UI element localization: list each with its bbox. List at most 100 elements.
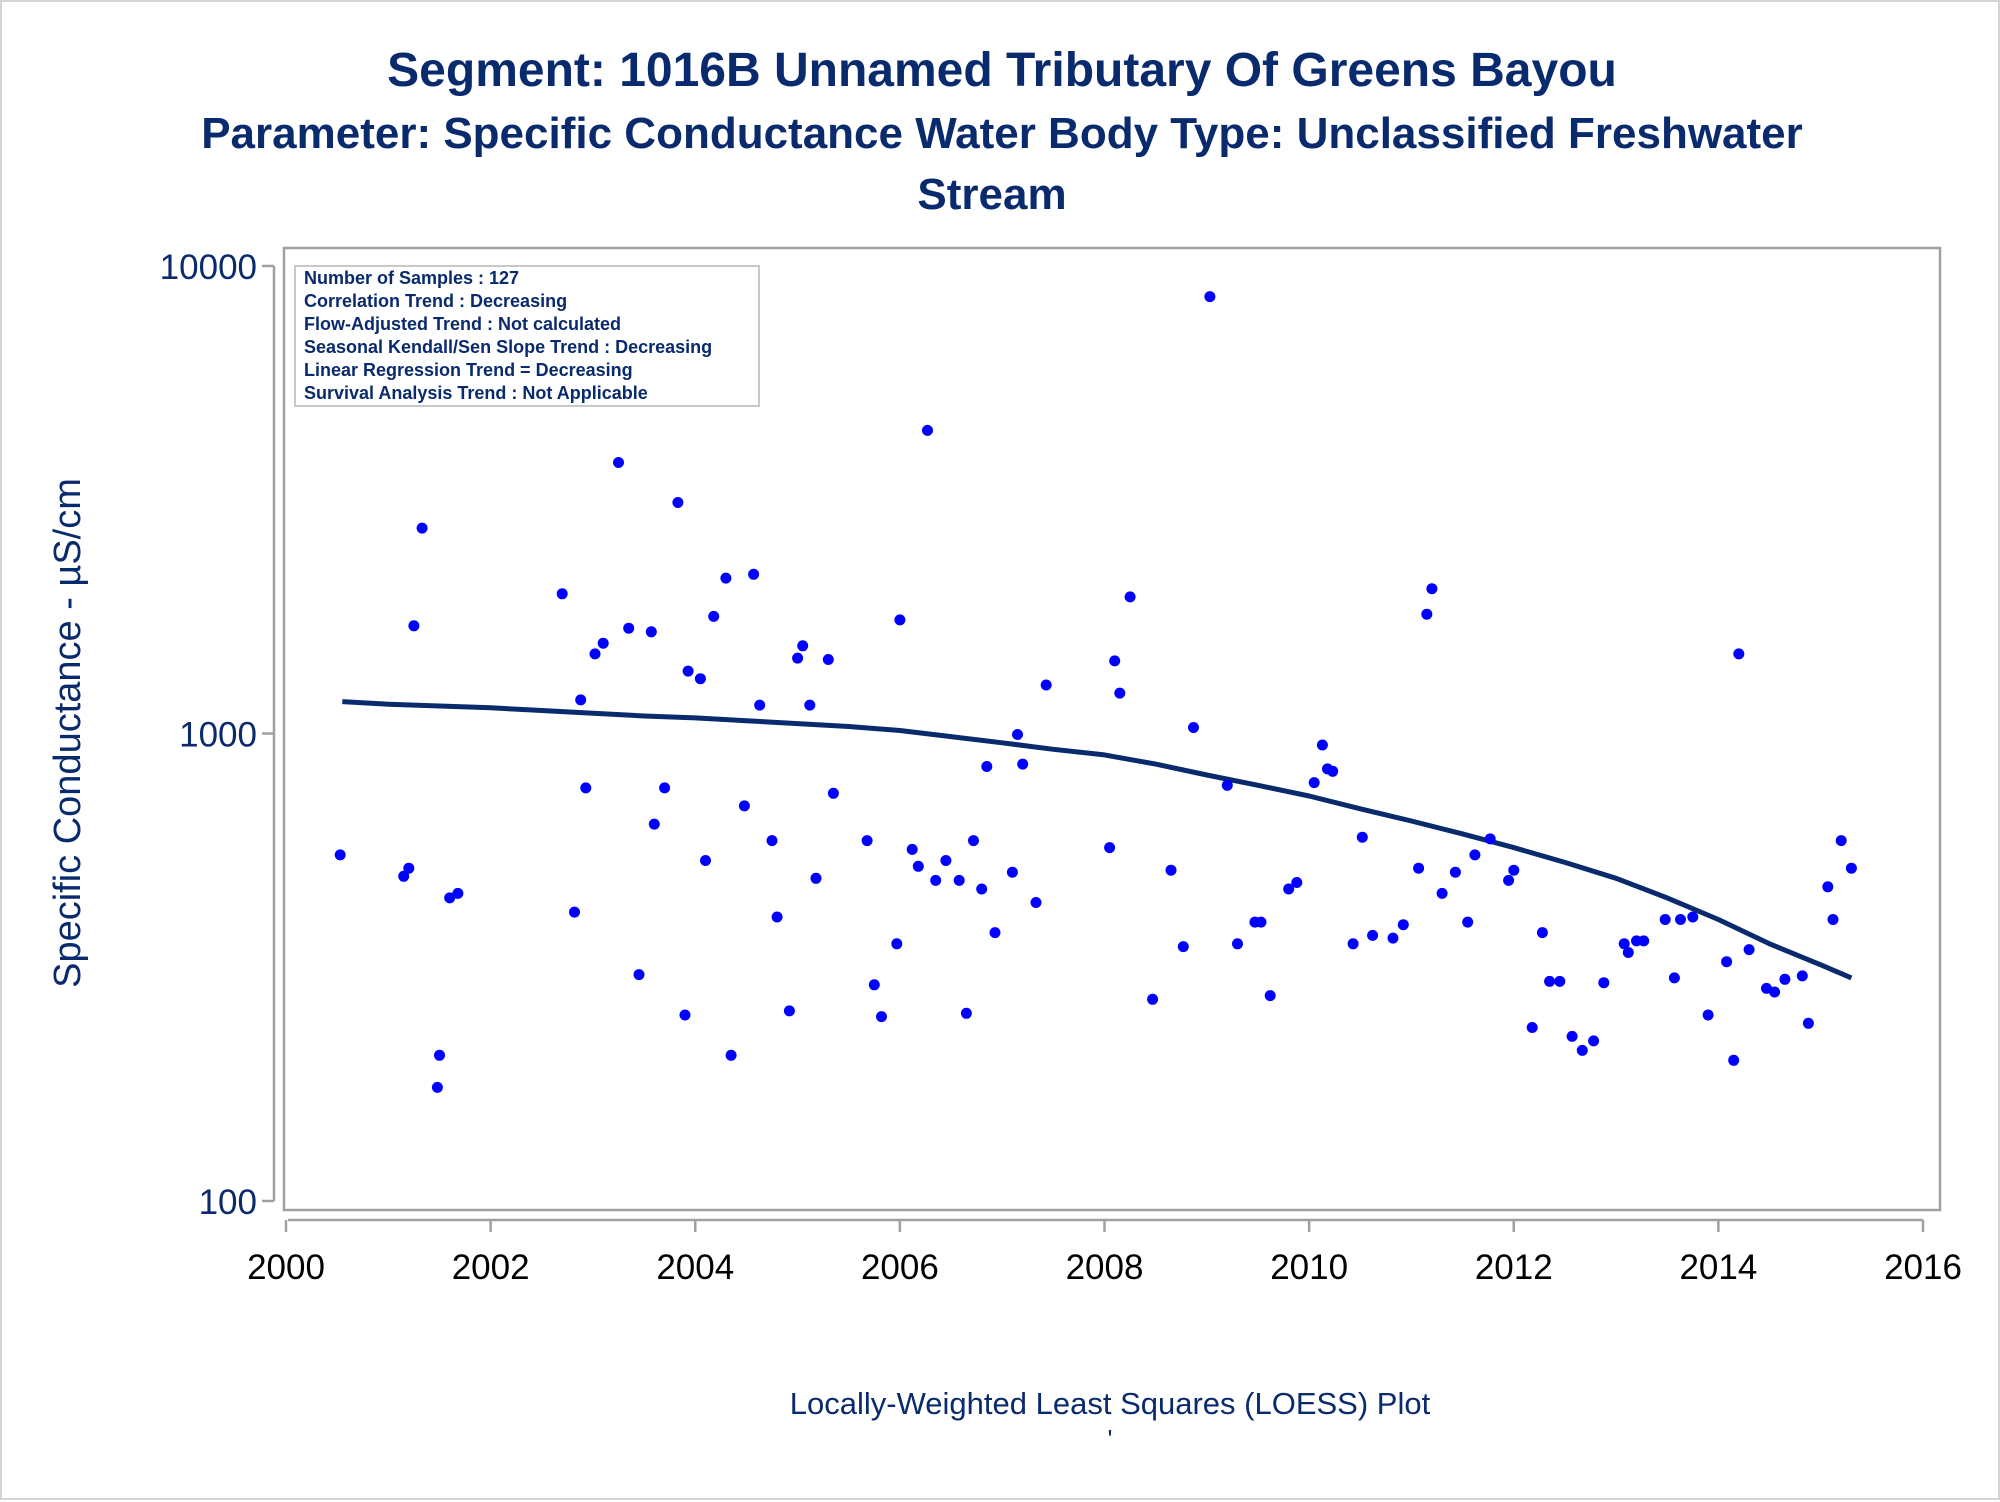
data-point — [940, 855, 952, 866]
data-point — [648, 818, 660, 830]
data-point — [1109, 655, 1121, 667]
data-point — [1188, 722, 1199, 733]
x-tick-label: 2016 — [1884, 1248, 1962, 1287]
y-axis-label: Specific Conductance - µS/cm — [47, 478, 89, 988]
data-point — [1030, 897, 1042, 908]
data-point — [403, 862, 415, 874]
data-point — [1012, 729, 1023, 740]
data-point — [810, 872, 822, 884]
data-point — [1659, 914, 1671, 925]
data-point — [452, 887, 464, 899]
y-tick-label: 1000 — [179, 716, 257, 755]
y-tick-label: 10000 — [160, 248, 257, 287]
data-point — [1177, 941, 1189, 953]
data-point — [1822, 881, 1834, 893]
data-point — [444, 892, 456, 904]
data-point — [334, 849, 346, 861]
data-point — [682, 665, 694, 677]
data-point — [1387, 932, 1399, 944]
data-point — [1835, 835, 1847, 847]
data-point — [894, 614, 906, 626]
data-point — [556, 588, 568, 600]
data-point — [1221, 779, 1233, 791]
data-point — [708, 610, 720, 622]
data-point — [416, 522, 428, 534]
stats-line: Number of Samples : 127 — [304, 268, 519, 288]
data-point — [1449, 866, 1461, 878]
data-point — [868, 979, 880, 991]
data-point — [1104, 842, 1116, 854]
data-point — [1255, 916, 1267, 928]
data-point — [748, 568, 760, 580]
data-point — [1769, 986, 1781, 998]
chart-title-line3: Stream — [917, 170, 1066, 219]
data-point — [1204, 291, 1216, 303]
data-point — [1040, 679, 1052, 691]
data-point — [725, 1049, 737, 1061]
data-point — [1327, 765, 1339, 777]
stats-line: Survival Analysis Trend : Not Applicable — [304, 383, 648, 403]
data-point — [1638, 935, 1650, 947]
data-point — [960, 1007, 972, 1019]
data-point — [1347, 938, 1359, 950]
data-point — [1508, 864, 1520, 876]
data-point — [1316, 739, 1328, 751]
data-point — [1802, 1017, 1814, 1029]
data-point — [408, 620, 420, 632]
data-point — [912, 860, 924, 872]
data-point — [679, 1009, 691, 1021]
chart-title-line2: Parameter: Specific Conductance Water Bo… — [201, 109, 1803, 158]
data-point — [738, 800, 750, 812]
data-point — [891, 938, 903, 950]
data-point — [1827, 914, 1839, 925]
data-point — [754, 699, 766, 711]
data-point — [1779, 973, 1791, 985]
loess-layer — [342, 699, 1853, 981]
x-tick-label: 2010 — [1270, 1248, 1348, 1287]
data-point — [613, 457, 624, 468]
plot-area-border — [282, 246, 1942, 1212]
data-point — [659, 782, 671, 794]
data-point — [1618, 938, 1630, 950]
data-point — [1124, 591, 1136, 603]
stats-line: Linear Regression Trend = Decreasing — [304, 360, 633, 380]
data-point — [797, 640, 809, 652]
x-tick-label: 2000 — [247, 1248, 325, 1287]
data-point — [1536, 927, 1548, 939]
data-point — [1588, 1035, 1600, 1047]
data-point — [1165, 864, 1177, 876]
x-tick-label: 2014 — [1679, 1248, 1757, 1287]
data-point — [434, 1049, 445, 1061]
x-tick-label: 2008 — [1066, 1248, 1144, 1287]
data-point — [1554, 975, 1566, 987]
data-point — [1845, 862, 1857, 874]
data-point — [1796, 970, 1808, 982]
data-point — [1675, 914, 1686, 925]
data-point — [1308, 777, 1320, 789]
data-point — [976, 883, 988, 895]
data-point — [1367, 929, 1379, 941]
data-point — [981, 761, 993, 772]
data-point — [1421, 608, 1433, 620]
data-point — [1114, 687, 1126, 699]
data-point — [968, 835, 979, 847]
data-point — [804, 699, 816, 711]
data-point — [694, 673, 706, 685]
data-point — [1576, 1044, 1588, 1056]
data-point — [575, 694, 587, 706]
data-point — [1469, 849, 1481, 861]
stats-line: Seasonal Kendall/Sen Slope Trend : Decre… — [304, 337, 712, 357]
data-point — [1566, 1030, 1578, 1042]
stats-box: Number of Samples : 127 Correlation Tren… — [294, 265, 760, 407]
y-axis-ticks: 100 1000 10000 — [160, 248, 274, 1222]
data-point — [597, 637, 609, 649]
x-tick-label: 2004 — [656, 1248, 734, 1287]
x-tick-label: 2006 — [861, 1248, 939, 1287]
data-point — [1436, 887, 1448, 899]
data-point — [930, 874, 942, 886]
data-point — [1503, 874, 1515, 886]
data-point — [1702, 1009, 1714, 1021]
data-point — [1426, 583, 1438, 595]
data-point — [953, 874, 965, 886]
